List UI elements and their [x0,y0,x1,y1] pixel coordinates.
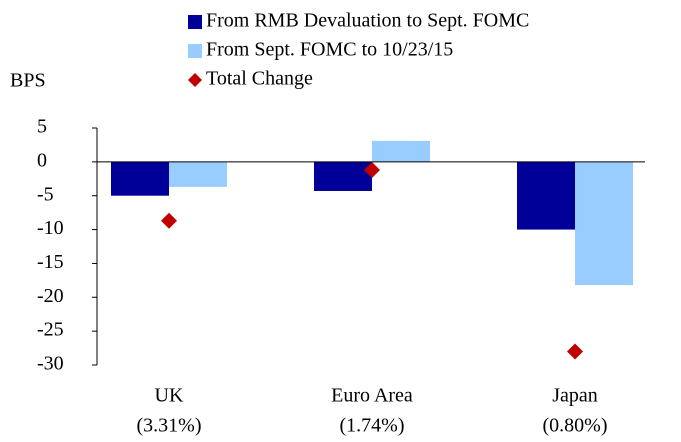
legend-swatch [188,15,202,29]
x-tick-label: Euro Area [331,385,413,407]
legend-swatch [188,44,202,58]
legend-label: From Sept. FOMC to 10/23/15 [206,39,453,61]
x-tick-label: Japan [552,385,598,407]
bar [575,161,633,286]
y-tick-label: -5 [37,183,54,205]
y-tick-label: -30 [37,353,64,375]
y-axis-label: BPS [10,70,46,92]
bar [314,161,372,191]
x-tick-label: (0.80%) [543,415,608,437]
bar [517,161,575,230]
marker [364,161,380,178]
y-tick-label: -15 [37,251,64,273]
bar [169,161,227,187]
legend-marker [188,73,202,87]
legend-label: From RMB Devaluation to Sept. FOMC [206,10,529,32]
marker [567,343,583,360]
legend-label: Total Change [206,68,313,90]
bar [372,140,430,162]
marker [161,212,177,229]
x-tick-label: UK [155,385,184,407]
bar [111,161,169,196]
y-tick-label: 5 [37,116,47,138]
y-tick-label: -25 [37,319,64,341]
y-tick-label: -10 [37,217,64,239]
y-tick-label: -20 [37,285,64,307]
x-tick-label: (3.31%) [137,415,202,437]
x-tick-label: (1.74%) [340,415,405,437]
y-tick-label: 0 [37,149,47,171]
